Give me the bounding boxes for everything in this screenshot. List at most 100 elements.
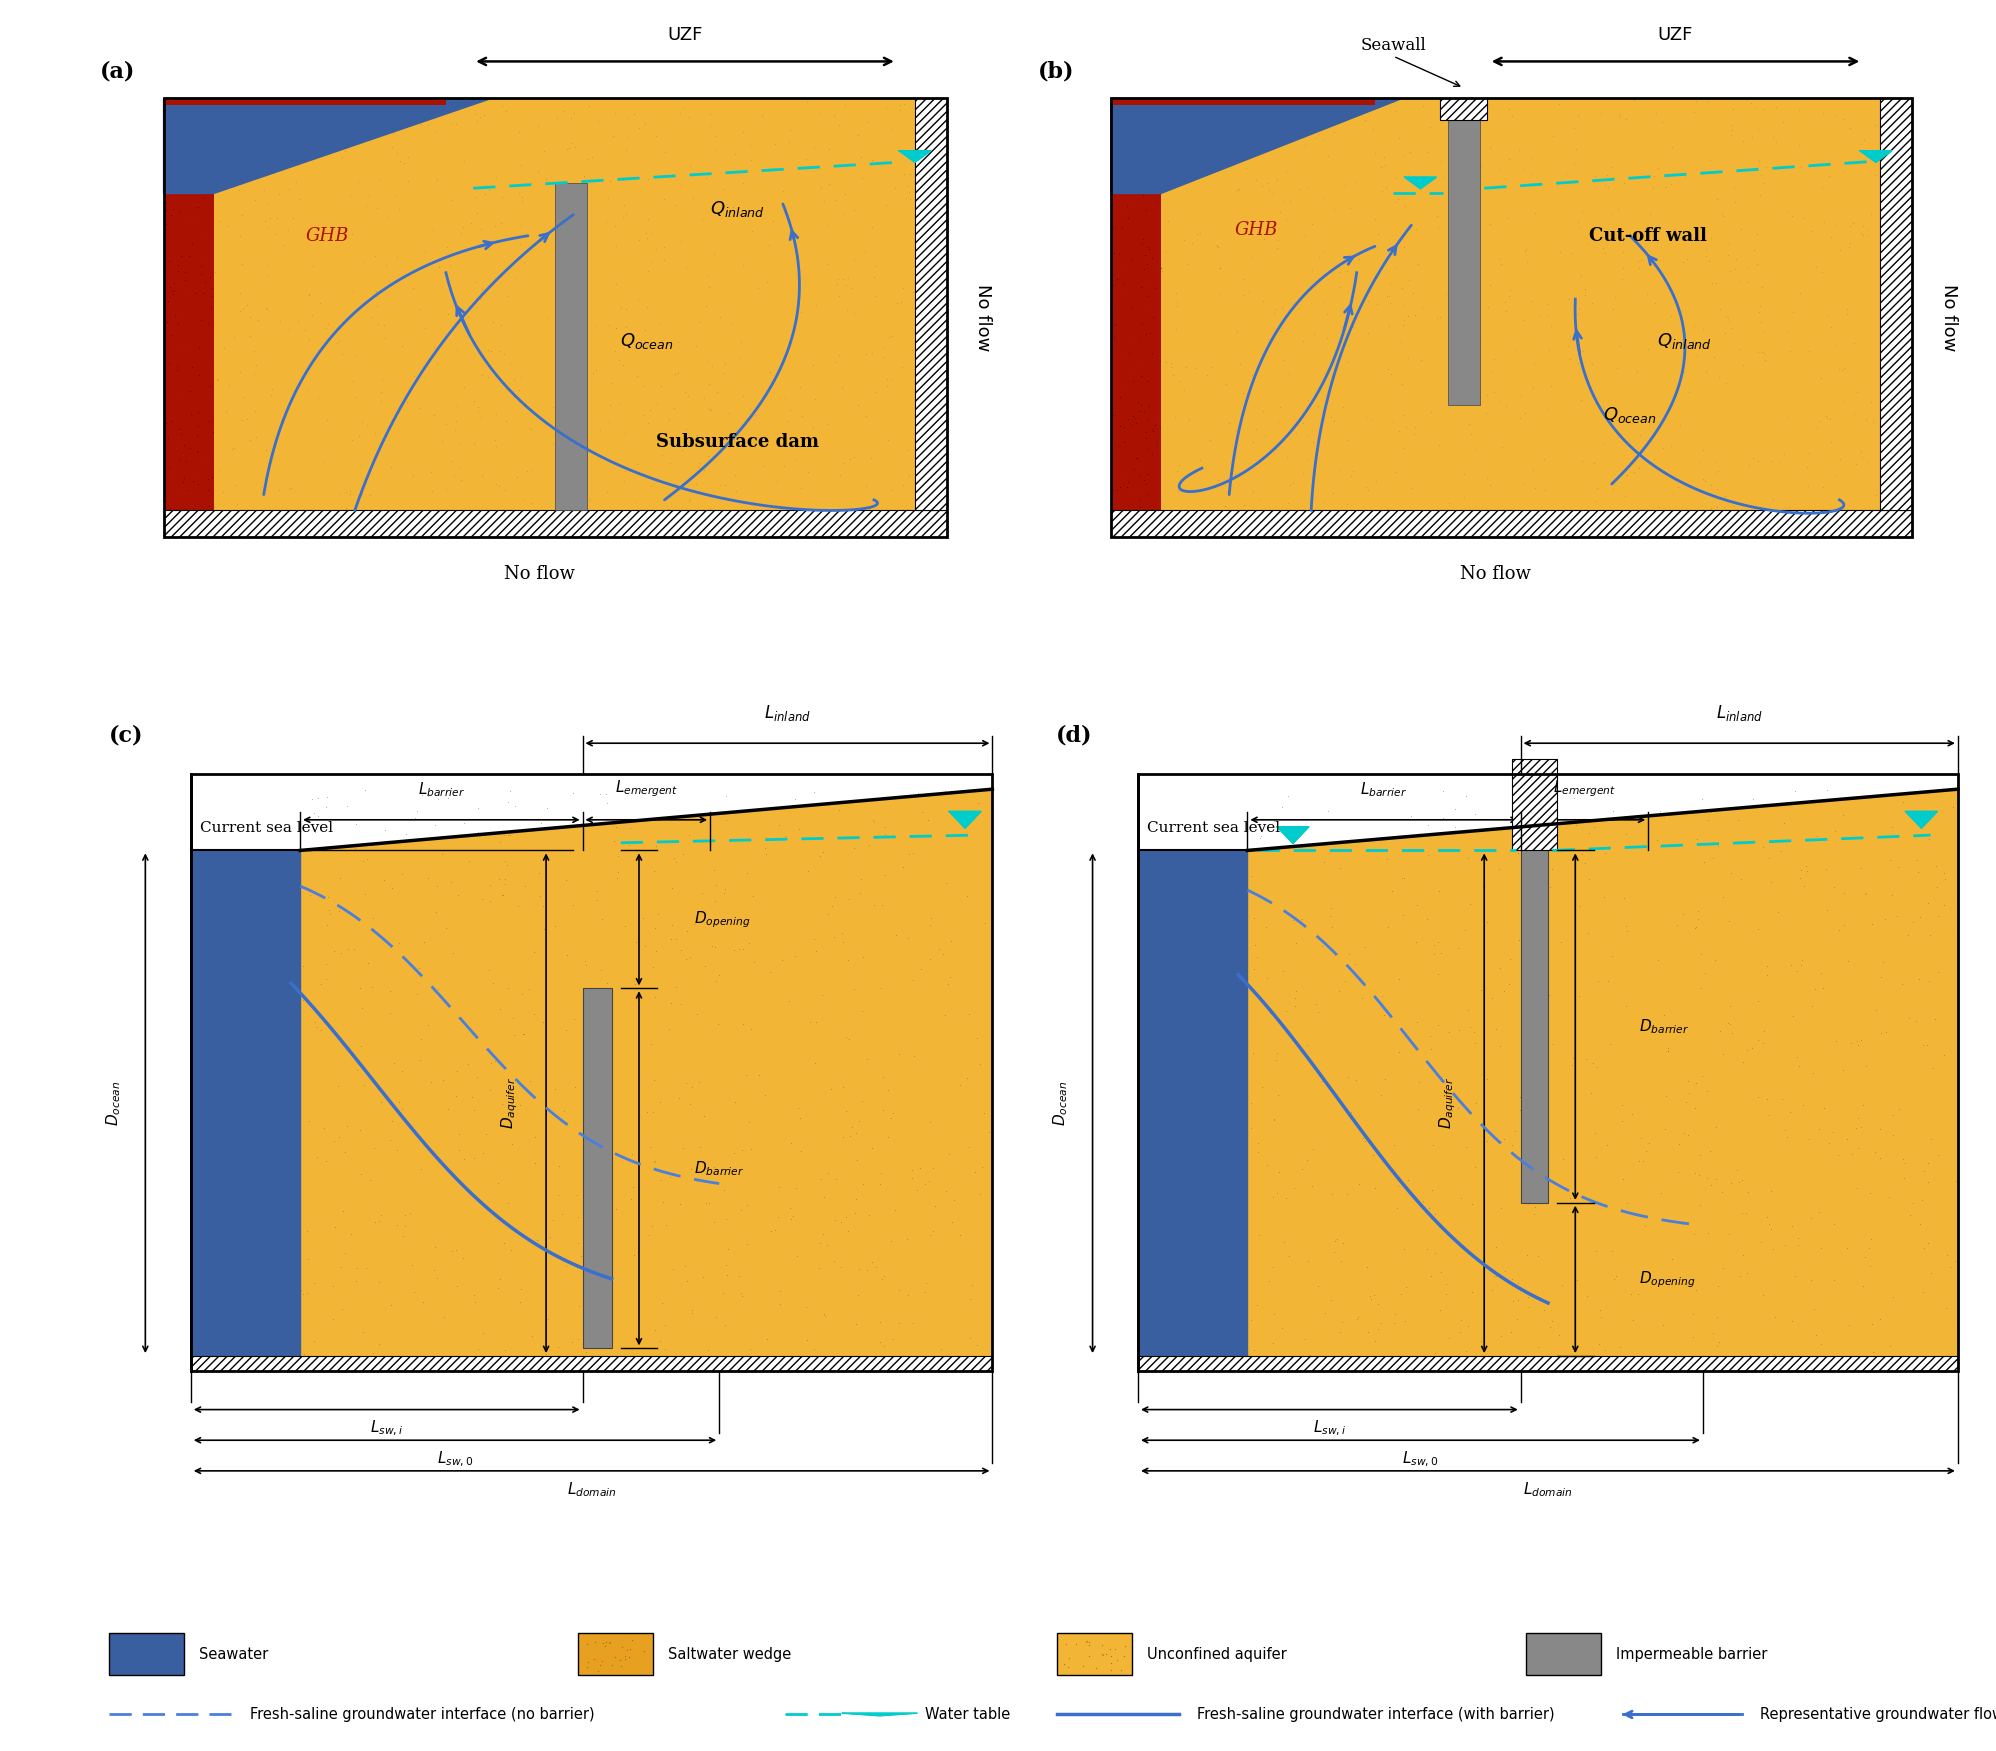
Point	[1583, 1329, 1615, 1357]
Point	[1782, 131, 1814, 159]
Point	[1790, 853, 1822, 881]
Point	[1299, 124, 1331, 152]
Point	[1138, 504, 1170, 532]
Text: $Q_{ocean}$: $Q_{ocean}$	[619, 331, 673, 352]
Point	[727, 1282, 758, 1310]
Point	[1164, 450, 1196, 478]
Point	[373, 977, 405, 1005]
Point	[164, 497, 196, 525]
Point	[1477, 345, 1509, 373]
Point	[1748, 1017, 1780, 1045]
Point	[922, 116, 954, 144]
Point	[1323, 259, 1355, 287]
Point	[317, 1273, 349, 1301]
Point	[838, 1199, 870, 1227]
Point	[806, 1220, 838, 1248]
Point	[1701, 1333, 1733, 1361]
Point	[868, 334, 900, 362]
Point	[489, 847, 521, 876]
Point	[1317, 117, 1349, 145]
Point	[619, 928, 651, 956]
Point	[377, 133, 409, 161]
Point	[1453, 410, 1485, 438]
Point	[924, 245, 956, 273]
Point	[1497, 1287, 1529, 1315]
Point	[1519, 475, 1551, 503]
Point	[643, 900, 675, 928]
Point	[1096, 1649, 1128, 1677]
Point	[1579, 487, 1611, 515]
Point	[1561, 135, 1593, 163]
Point	[174, 478, 206, 506]
Point	[465, 103, 497, 131]
Point	[176, 229, 208, 257]
Point	[609, 1646, 641, 1674]
Point	[1768, 1115, 1800, 1143]
Point	[719, 140, 750, 168]
Point	[1691, 242, 1723, 270]
Point	[631, 224, 663, 252]
Point	[1331, 348, 1363, 376]
Point	[395, 100, 427, 128]
Point	[457, 1096, 489, 1124]
Point	[1136, 96, 1168, 124]
Point	[1693, 1219, 1725, 1247]
Point	[1886, 1145, 1918, 1173]
Point	[285, 1276, 317, 1304]
Point	[597, 1651, 629, 1679]
Point	[691, 292, 723, 320]
Point	[1483, 1031, 1515, 1059]
Point	[928, 777, 960, 805]
Point	[1206, 497, 1238, 525]
Point	[475, 1049, 507, 1077]
Point	[790, 1292, 822, 1320]
Point	[1705, 1017, 1737, 1045]
Point	[1531, 301, 1563, 329]
Point	[1497, 1266, 1529, 1294]
Point	[774, 116, 806, 144]
Point	[1184, 447, 1216, 475]
Point	[866, 891, 898, 919]
Point	[675, 1089, 707, 1117]
Point	[1491, 298, 1523, 326]
Bar	[1138, 774, 1958, 1371]
Point	[659, 501, 691, 529]
Point	[1110, 497, 1142, 525]
Point	[764, 823, 796, 851]
Point	[1531, 289, 1563, 317]
Point	[631, 257, 663, 285]
Point	[762, 1203, 794, 1231]
Point	[505, 1091, 537, 1119]
Point	[513, 415, 545, 443]
Point	[725, 1278, 756, 1306]
Point	[1443, 270, 1475, 298]
Point	[1854, 1178, 1886, 1206]
Point	[912, 161, 944, 189]
Point	[531, 305, 563, 333]
Point	[1609, 499, 1641, 527]
Point	[1695, 147, 1727, 175]
Point	[311, 520, 343, 548]
Point	[621, 450, 653, 478]
Bar	[1447, 98, 1479, 404]
Point	[723, 1262, 754, 1290]
Point	[850, 401, 882, 429]
Point	[717, 308, 748, 336]
Point	[287, 986, 319, 1014]
Point	[1581, 1238, 1613, 1266]
Point	[311, 832, 343, 860]
Point	[1118, 404, 1150, 432]
Point	[331, 791, 363, 819]
Point	[1351, 1254, 1383, 1282]
Point	[1419, 1340, 1451, 1368]
Point	[872, 1122, 904, 1150]
Point	[1349, 403, 1381, 431]
Point	[1547, 1271, 1579, 1299]
Text: Impermeable barrier: Impermeable barrier	[1617, 1646, 1766, 1662]
Point	[1746, 338, 1778, 366]
Point	[1329, 967, 1361, 995]
Point	[1591, 1131, 1623, 1159]
Point	[1307, 184, 1339, 212]
Point	[1587, 235, 1619, 263]
Point	[639, 1066, 671, 1094]
